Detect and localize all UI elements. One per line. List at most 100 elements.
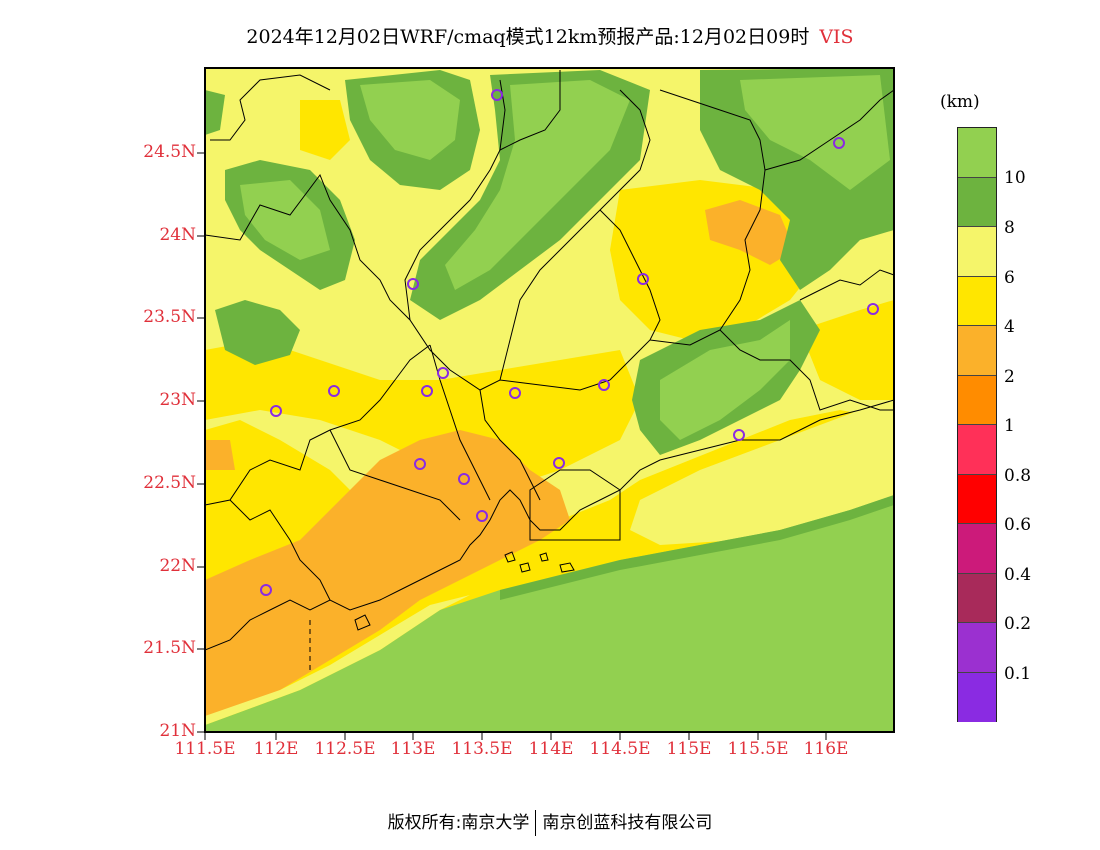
legend-label: 6 <box>1004 268 1015 288</box>
boundary-13 <box>329 429 461 521</box>
station-marker <box>553 457 565 469</box>
lon-label: 115.5E <box>727 739 789 759</box>
boundary-hk <box>529 469 621 541</box>
islands <box>354 551 575 631</box>
legend-label: 2 <box>1004 367 1015 387</box>
legend-swatch <box>958 672 996 722</box>
lon-label: 113E <box>390 739 436 759</box>
legend-label: 0.6 <box>1004 515 1032 535</box>
fill-sea-edge <box>205 595 470 725</box>
legend-label: 0.2 <box>1004 614 1032 634</box>
legend-label: 10 <box>1004 168 1026 188</box>
legend-swatch <box>958 425 996 475</box>
legend-label: 4 <box>1004 317 1015 337</box>
footer-left: 版权所有:南京大学 <box>387 813 530 833</box>
fill-lightgreen-east <box>660 320 790 440</box>
boundary-3 <box>229 499 331 601</box>
fill-yellow-n <box>300 100 350 160</box>
boundary-9 <box>764 89 894 171</box>
boundary-10 <box>799 269 894 301</box>
legend-swatch <box>958 276 996 326</box>
boundary-5 <box>499 89 651 381</box>
station-marker <box>509 387 521 399</box>
lon-label: 114.5E <box>589 739 651 759</box>
station-marker <box>421 385 433 397</box>
legend-label: 0.4 <box>1004 565 1032 585</box>
lon-label: 113.5E <box>451 739 513 759</box>
admin-boundaries <box>205 70 894 601</box>
lat-label: 24.5N <box>143 142 196 162</box>
lon-label: 111.5E <box>174 739 236 759</box>
legend-unit: (km) <box>940 92 980 112</box>
lat-label: 22N <box>159 556 196 576</box>
station-marker <box>407 278 419 290</box>
lat-label: 22.5N <box>143 473 196 493</box>
legend-swatch <box>958 128 996 178</box>
station-markers <box>260 89 879 596</box>
legend-swatch <box>958 326 996 376</box>
fill-orange-ne <box>705 200 795 265</box>
station-marker <box>437 367 449 379</box>
boundary-14 <box>210 74 331 141</box>
lat-label: 21N <box>159 721 196 741</box>
legend-label: 1 <box>1004 416 1015 436</box>
footer-right: 南京创蓝科技有限公司 <box>542 813 713 833</box>
island-5 <box>354 614 371 631</box>
fill-sea-edge-green <box>500 495 894 600</box>
legend-label: 0.8 <box>1004 466 1032 486</box>
station-marker <box>270 405 282 417</box>
fill-light-yellow-east <box>630 400 894 545</box>
island-3 <box>539 552 549 562</box>
fill-orange-w <box>205 440 235 470</box>
fill-green-w2 <box>215 300 300 365</box>
station-marker <box>491 89 503 101</box>
station-marker <box>833 137 845 149</box>
fill-orange-sw <box>205 430 570 716</box>
boundary-4 <box>404 79 506 321</box>
legend-label: 8 <box>1004 218 1015 238</box>
legend-swatch <box>958 623 996 673</box>
fill-green-nw <box>205 90 225 135</box>
station-marker <box>260 584 272 596</box>
legend-label: 0.1 <box>1004 664 1032 684</box>
station-marker <box>637 273 649 285</box>
axis-ticks <box>197 152 827 740</box>
boundary-12 <box>479 389 541 501</box>
color-legend <box>957 127 997 722</box>
coastline <box>205 399 894 670</box>
station-marker <box>476 510 488 522</box>
boundary-6 <box>599 209 661 381</box>
lon-label: 112E <box>253 739 299 759</box>
map-fill-layers <box>205 68 894 732</box>
island-2 <box>519 562 531 573</box>
coastline-main <box>205 399 894 651</box>
lat-label: 24N <box>159 225 196 245</box>
legend-swatch <box>958 375 996 425</box>
boundary-1 <box>205 173 611 391</box>
lon-label: 112.5E <box>314 739 376 759</box>
fill-yellow-ne <box>610 180 840 340</box>
lat-label: 21.5N <box>143 638 196 658</box>
boundary-15 <box>499 70 561 151</box>
lon-label: 116E <box>803 739 849 759</box>
fill-sea <box>205 495 894 732</box>
station-marker <box>598 379 610 391</box>
station-marker <box>414 458 426 470</box>
fill-yellow-east <box>800 300 894 400</box>
fill-lightgreen-w <box>240 180 330 260</box>
legend-swatch <box>958 573 996 623</box>
station-marker <box>867 303 879 315</box>
legend-swatch <box>958 177 996 227</box>
lon-label: 114E <box>528 739 574 759</box>
fill-lightgreen-n2 <box>445 80 630 290</box>
fill-lightgreen-n1 <box>360 80 460 160</box>
title-variable: VIS <box>819 26 854 48</box>
map-title: 2024年12月02日WRF/cmaq模式12km预报产品:12月02日09时 V… <box>0 22 1100 49</box>
copyright-footer: 版权所有:南京大学 南京创蓝科技有限公司 <box>0 808 1100 836</box>
legend-swatch <box>958 227 996 277</box>
boundary-2 <box>205 344 431 506</box>
map-frame <box>204 67 895 733</box>
island-1 <box>504 551 516 563</box>
lat-label: 23N <box>159 390 196 410</box>
